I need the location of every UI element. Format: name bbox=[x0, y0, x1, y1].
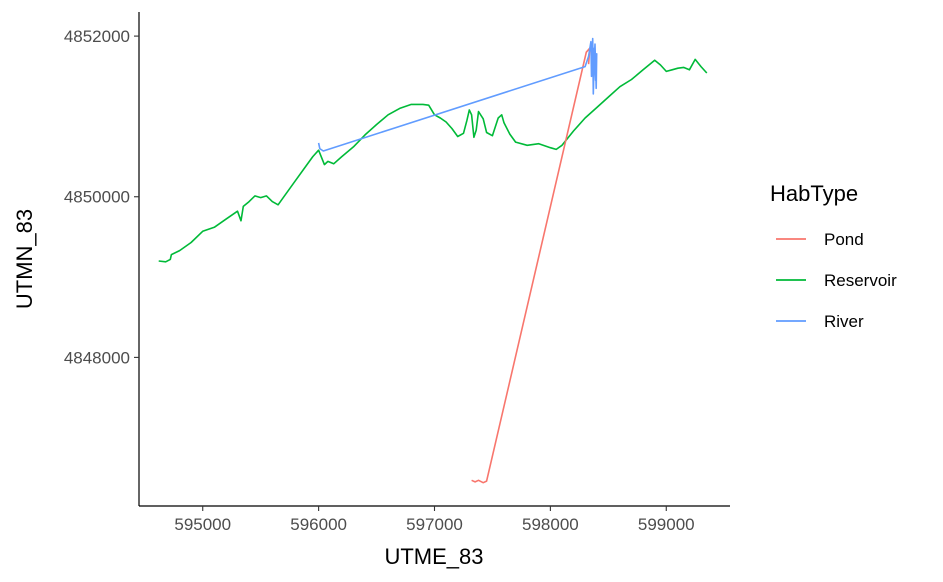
x-tick-label: 599000 bbox=[638, 515, 695, 534]
x-tick-label: 597000 bbox=[406, 515, 463, 534]
y-tick-label: 4852000 bbox=[64, 27, 130, 46]
x-axis-title: UTME_83 bbox=[384, 544, 483, 569]
legend-title: HabType bbox=[770, 181, 858, 206]
series-line-river bbox=[317, 37, 598, 152]
x-tick-label: 596000 bbox=[290, 515, 347, 534]
x-ticks: 595000 596000 597000 598000 599000 bbox=[174, 506, 695, 534]
y-axis-title: UTMN_83 bbox=[12, 209, 37, 309]
y-tick-label: 4848000 bbox=[64, 348, 130, 367]
series-layer bbox=[158, 37, 708, 484]
x-tick-label: 598000 bbox=[522, 515, 579, 534]
legend: HabType Pond Reservoir River bbox=[770, 181, 897, 331]
x-tick-label: 595000 bbox=[174, 515, 231, 534]
legend-label-river: River bbox=[824, 312, 864, 331]
y-tick-label: 4850000 bbox=[64, 188, 130, 207]
legend-label-reservoir: Reservoir bbox=[824, 271, 897, 290]
y-ticks: 4848000 4850000 4852000 bbox=[64, 27, 139, 367]
series-line-reservoir bbox=[158, 58, 708, 263]
legend-label-pond: Pond bbox=[824, 230, 864, 249]
